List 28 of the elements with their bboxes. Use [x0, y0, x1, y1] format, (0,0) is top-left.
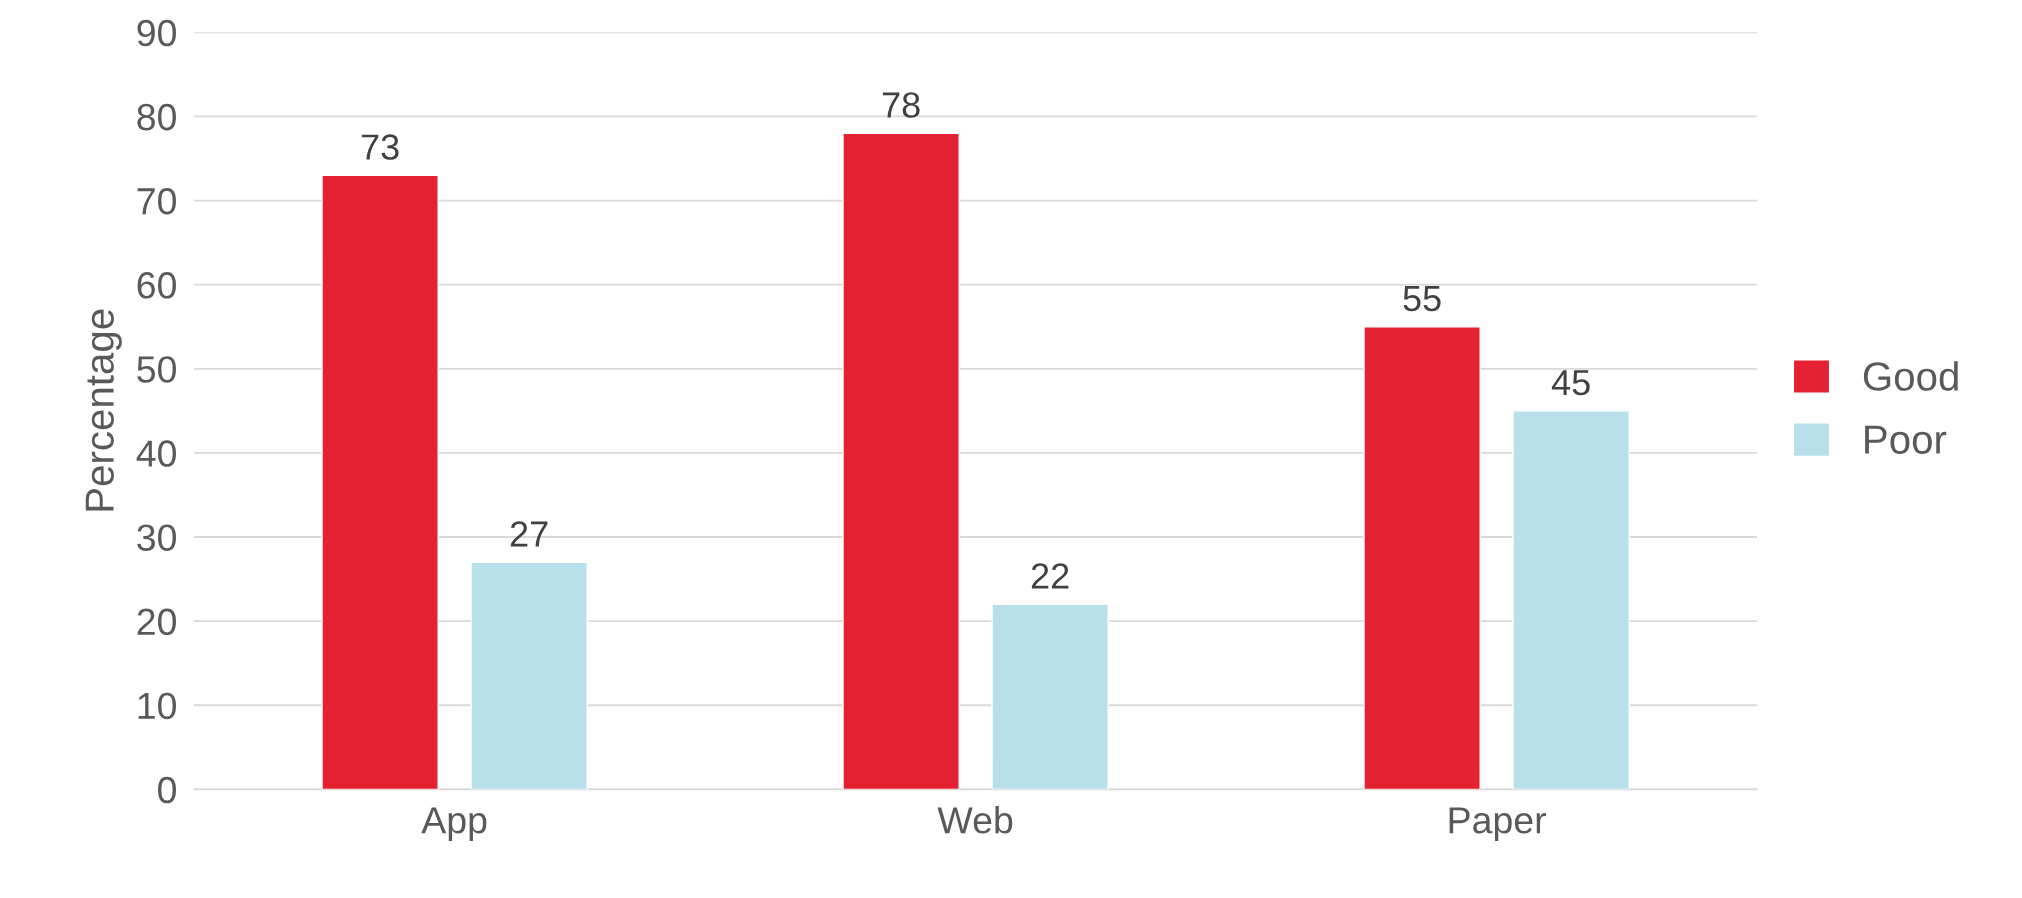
y-tick-label: 30 [137, 524, 176, 551]
y-tick-label: 90 [137, 19, 176, 47]
data-label: 45 [1551, 370, 1590, 396]
x-tick-label: Paper [1449, 807, 1547, 841]
bar [1363, 326, 1481, 790]
y-tick-label: 40 [136, 440, 176, 467]
x-tick-label: Web [937, 806, 1013, 834]
legend-label: Poor [1865, 425, 1947, 454]
data-label: 73 [361, 134, 399, 160]
data-label: 55 [1403, 286, 1441, 312]
y-tick-label: 10 [138, 692, 176, 720]
bar [470, 561, 588, 790]
y-tick-label: 0 [158, 776, 176, 804]
bar [991, 603, 1109, 790]
bar [1512, 410, 1630, 790]
bar [321, 174, 439, 790]
data-label: 27 [510, 521, 548, 547]
y-axis-title: Percentage [85, 309, 122, 511]
y-tick-label: 60 [137, 272, 176, 299]
x-tick-label: App [421, 807, 487, 841]
y-tick-label: 70 [137, 187, 176, 215]
data-label: 22 [1031, 563, 1069, 589]
bar [842, 132, 960, 790]
y-tick-label: 50 [137, 356, 176, 383]
legend-label: Good [1863, 361, 1958, 391]
y-tick-label: 80 [137, 103, 176, 131]
y-tick-label: 20 [137, 608, 176, 636]
data-label: 78 [882, 92, 920, 118]
